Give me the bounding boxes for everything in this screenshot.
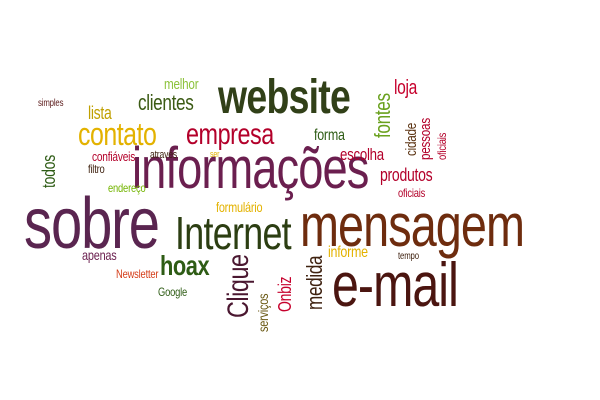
word-todos: ser bbox=[210, 149, 220, 159]
word-empresa: empresa bbox=[186, 118, 274, 151]
word-loja: loja bbox=[394, 77, 418, 99]
word-endereco: apenas bbox=[82, 247, 117, 263]
word-tempo: informe bbox=[328, 244, 368, 261]
word-mensagem: mensagem bbox=[300, 192, 525, 259]
word-internet: Internet bbox=[175, 207, 292, 259]
word-apenas: Newsletter bbox=[116, 267, 159, 281]
word-website: website bbox=[218, 71, 351, 124]
word-produtos: produtos bbox=[380, 165, 433, 185]
word-sobre: sobre bbox=[24, 184, 160, 264]
word-fontes: fontes bbox=[370, 93, 395, 138]
word-onbiz: medida bbox=[302, 255, 327, 310]
word-atraves: confiáveis bbox=[92, 149, 136, 164]
word-simples: simples bbox=[38, 98, 64, 109]
word-informe: formulário bbox=[216, 199, 263, 215]
word-cliente: todos bbox=[39, 155, 59, 188]
word-confiaveis: filtro bbox=[88, 162, 105, 176]
word-informacoes: informações bbox=[132, 136, 369, 201]
word-escolha: escolha bbox=[340, 145, 384, 164]
word-google: serviços bbox=[255, 293, 271, 332]
word-lista: lista bbox=[88, 103, 112, 123]
word-forma: forma bbox=[314, 127, 345, 144]
word-filtro: endereço bbox=[108, 181, 146, 195]
word-pessoas: pessoas bbox=[417, 118, 434, 160]
word-clique: Clique bbox=[222, 254, 255, 318]
word-melhor: melhor bbox=[164, 76, 199, 93]
word-formulario: oficiais bbox=[398, 186, 426, 200]
word-servicos: Onbiz bbox=[275, 276, 295, 312]
word-contato: contato bbox=[78, 116, 157, 152]
word-hoax: hoax bbox=[160, 250, 210, 281]
word-oficiais: oficiais bbox=[435, 132, 449, 160]
word-newsletter: Google bbox=[158, 285, 188, 299]
word-ser: através bbox=[150, 149, 177, 161]
word-medida: tempo bbox=[398, 251, 419, 262]
word-clientes: clientes bbox=[138, 90, 194, 115]
word-e-mail: e-mail bbox=[332, 251, 459, 320]
